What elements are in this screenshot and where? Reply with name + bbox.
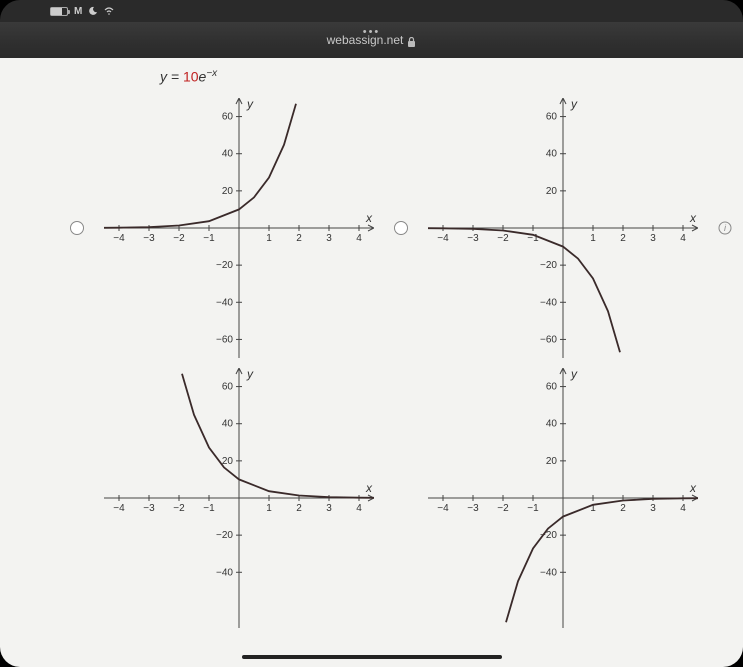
- svg-text:−40: −40: [216, 567, 233, 578]
- svg-text:20: 20: [546, 186, 558, 197]
- svg-text:−2: −2: [173, 503, 185, 514]
- svg-text:4: 4: [680, 503, 686, 514]
- svg-text:4: 4: [356, 503, 362, 514]
- chart-c[interactable]: −4 −3 −2 −1 1 2 3 4 −40 −20 20 40 60 x y: [104, 368, 374, 628]
- svg-text:−20: −20: [216, 260, 233, 271]
- svg-text:−1: −1: [527, 503, 539, 514]
- svg-text:y: y: [570, 368, 578, 381]
- svg-text:40: 40: [546, 149, 558, 160]
- svg-text:60: 60: [222, 382, 234, 393]
- info-icon[interactable]: i: [718, 221, 732, 235]
- svg-text:40: 40: [222, 419, 234, 430]
- equation-label: y = 10e−x: [160, 68, 217, 85]
- svg-text:60: 60: [546, 112, 558, 123]
- radio-chart-b[interactable]: [394, 221, 408, 235]
- battery-icon: [50, 7, 68, 16]
- equation-exp: −x: [206, 68, 217, 79]
- svg-text:y: y: [570, 98, 578, 111]
- svg-text:1: 1: [590, 233, 596, 244]
- svg-text:−2: −2: [497, 503, 509, 514]
- svg-text:60: 60: [546, 382, 558, 393]
- svg-text:−4: −4: [437, 233, 449, 244]
- svg-text:−60: −60: [216, 334, 233, 345]
- equation-eq: =: [171, 69, 179, 85]
- svg-text:2: 2: [620, 503, 626, 514]
- equation-coef: 10: [183, 69, 199, 85]
- status-bar: M: [0, 0, 743, 22]
- browser-top-bar: ••• webassign.net: [0, 22, 743, 58]
- svg-text:−3: −3: [143, 233, 155, 244]
- svg-text:−40: −40: [540, 297, 557, 308]
- chart-b[interactable]: −4−3−2−11234−60−40−20204060xy: [428, 98, 698, 358]
- svg-text:3: 3: [650, 503, 656, 514]
- chart-row-2: −4 −3 −2 −1 1 2 3 4 −40 −20 20 40 60 x y −4 −3 −2 −1 1 2 3 4 −…: [70, 368, 713, 628]
- lock-icon: [407, 35, 416, 46]
- radio-spacer-right: i: [718, 221, 732, 235]
- chart-row-1: −4 −3 −2 −1 1 2 3 4 −60 −40 −20 20 40 60 x y −4 −3 −2 −1 1 2…: [70, 98, 713, 358]
- moon-icon: [88, 6, 98, 16]
- curve: [506, 498, 698, 622]
- curve: [104, 104, 296, 228]
- svg-text:−3: −3: [467, 233, 479, 244]
- svg-text:−4: −4: [113, 503, 125, 514]
- svg-text:−3: −3: [143, 503, 155, 514]
- svg-text:−2: −2: [497, 233, 509, 244]
- svg-text:60: 60: [222, 112, 234, 123]
- svg-text:2: 2: [296, 503, 302, 514]
- device-frame: M ••• webassign.net y = 10e−x −4 −3 −2 −1 1 2…: [0, 0, 743, 667]
- curve: [182, 374, 374, 498]
- svg-text:20: 20: [222, 186, 234, 197]
- svg-text:20: 20: [222, 456, 234, 467]
- svg-text:3: 3: [326, 233, 332, 244]
- svg-text:x: x: [365, 211, 373, 225]
- svg-text:2: 2: [620, 233, 626, 244]
- chart-svg: −4 −3 −2 −1 1 2 3 4 −60 −40 −20 20 40 60 x y: [104, 98, 374, 358]
- svg-text:x: x: [689, 211, 697, 225]
- wifi-icon: [104, 6, 114, 16]
- svg-text:40: 40: [222, 149, 234, 160]
- charts-grid: −4 −3 −2 −1 1 2 3 4 −60 −40 −20 20 40 60 x y −4 −3 −2 −1 1 2…: [70, 98, 713, 628]
- home-indicator[interactable]: [242, 655, 502, 659]
- svg-text:y: y: [246, 98, 254, 111]
- svg-text:−60: −60: [540, 334, 557, 345]
- svg-text:−1: −1: [203, 503, 215, 514]
- svg-text:−4: −4: [113, 233, 125, 244]
- chart-a[interactable]: −4 −3 −2 −1 1 2 3 4 −60 −40 −20 20 40 60 x y: [104, 98, 374, 358]
- svg-text:20: 20: [546, 456, 558, 467]
- svg-text:3: 3: [650, 233, 656, 244]
- svg-text:−4: −4: [437, 503, 449, 514]
- page-content: y = 10e−x −4 −3 −2 −1 1 2 3 4 −60 −40 −20 20 40 60 x y …: [0, 58, 743, 667]
- curve: [428, 228, 620, 352]
- svg-text:4: 4: [680, 233, 686, 244]
- radio-chart-a[interactable]: [70, 221, 84, 235]
- svg-text:4: 4: [356, 233, 362, 244]
- carrier-label: M: [74, 6, 82, 17]
- chart-svg: −4−3−2−11234−40−20204060xy: [428, 368, 698, 628]
- svg-text:x: x: [689, 481, 697, 495]
- svg-text:1: 1: [266, 503, 272, 514]
- svg-text:−1: −1: [203, 233, 215, 244]
- svg-text:i: i: [724, 223, 727, 233]
- chart-svg: −4 −3 −2 −1 1 2 3 4 −40 −20 20 40 60 x y: [104, 368, 374, 628]
- svg-text:−20: −20: [216, 530, 233, 541]
- svg-text:−40: −40: [540, 567, 557, 578]
- svg-text:y: y: [246, 368, 254, 381]
- svg-text:1: 1: [266, 233, 272, 244]
- equation-lhs: y: [160, 69, 167, 85]
- svg-text:−20: −20: [540, 260, 557, 271]
- svg-text:40: 40: [546, 419, 558, 430]
- svg-text:3: 3: [326, 503, 332, 514]
- tab-dots: •••: [363, 26, 381, 38]
- svg-text:2: 2: [296, 233, 302, 244]
- chart-d[interactable]: −4−3−2−11234−40−20204060xy: [428, 368, 698, 628]
- svg-text:−40: −40: [216, 297, 233, 308]
- svg-text:x: x: [365, 481, 373, 495]
- chart-svg: −4−3−2−11234−60−40−20204060xy: [428, 98, 698, 358]
- svg-text:−3: −3: [467, 503, 479, 514]
- svg-text:−2: −2: [173, 233, 185, 244]
